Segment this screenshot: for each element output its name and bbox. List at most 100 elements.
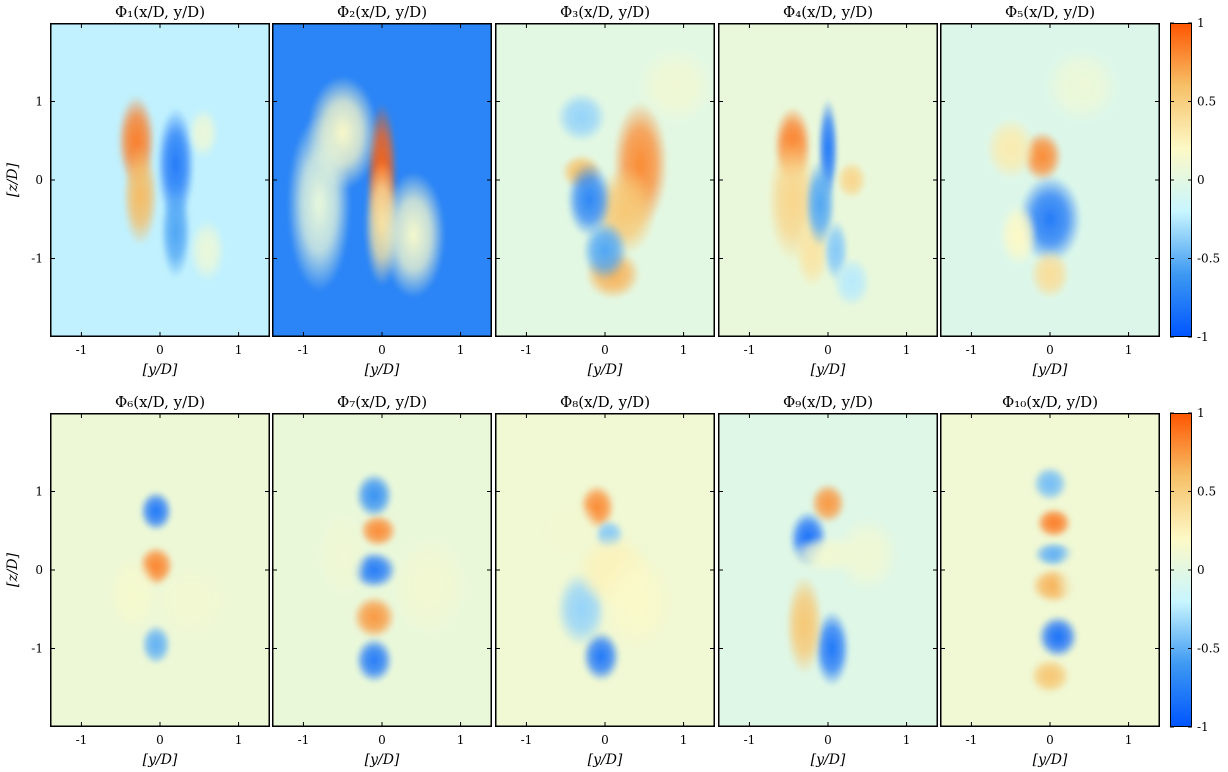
x-tick-label: -1 — [966, 343, 978, 357]
x-tick-label: 0 — [378, 733, 386, 747]
mode-structure — [352, 595, 396, 639]
mode-structure — [189, 219, 225, 283]
panel-title: Φ₁₀(x/D, y/D) — [1002, 393, 1098, 411]
colorbar-tick-label: 0 — [1197, 563, 1205, 577]
colorbar-tick-label: -1 — [1197, 330, 1209, 344]
mode-structure — [582, 220, 628, 281]
mode-structure — [382, 172, 445, 298]
mode-structure — [1029, 249, 1071, 300]
x-axis-label: [y/D] — [143, 362, 178, 378]
y-tick-label: -1 — [31, 642, 43, 656]
panel-title: Φ₄(x/D, y/D) — [783, 3, 873, 21]
mode-structure — [582, 631, 620, 682]
mode-structure — [638, 48, 714, 124]
y-tick-label: 1 — [35, 95, 43, 109]
x-tick-label: -1 — [76, 733, 88, 747]
panel-title: Φ₇(x/D, y/D) — [337, 393, 427, 411]
x-tick-label: -1 — [76, 343, 88, 357]
mode-structure — [835, 516, 899, 592]
heatmap-panel-5: Φ₅(x/D, y/D) -1 0 1 [y/D] — [940, 3, 1160, 378]
mode-structure — [391, 535, 467, 636]
mode-structure — [355, 637, 393, 683]
mode-structure — [832, 256, 871, 308]
mode-structure — [598, 551, 675, 652]
mode-structure — [122, 145, 158, 246]
colorbar-tick-label: 1 — [1197, 16, 1205, 30]
x-tick-label: 1 — [903, 343, 911, 357]
x-tick-label: 1 — [680, 733, 688, 747]
panel-title: Φ₃(x/D, y/D) — [560, 3, 650, 21]
colorbar-tick-label: -0.5 — [1197, 642, 1220, 656]
mode-structure — [1043, 48, 1120, 124]
x-tick-label: 0 — [1046, 733, 1054, 747]
x-axis-label: [y/D] — [1033, 362, 1068, 378]
mode-structure — [287, 115, 351, 292]
panel-title: Φ₂(x/D, y/D) — [337, 3, 427, 21]
x-tick-label: -1 — [298, 733, 310, 747]
y-axis-label: [z/D] — [5, 552, 21, 587]
colorbar-tick-label: -0.5 — [1197, 252, 1220, 266]
x-axis-label: [y/D] — [588, 752, 623, 768]
mode-structure — [355, 472, 393, 519]
heatmap-panel-8: Φ₈(x/D, y/D) -1 0 1 [y/D] — [495, 393, 715, 768]
x-axis-label: [y/D] — [1033, 752, 1068, 768]
x-tick-label: 1 — [680, 343, 688, 357]
x-tick-label: -1 — [521, 343, 533, 357]
x-tick-label: 0 — [601, 343, 609, 357]
heatmap-panel-2: Φ₂(x/D, y/D) -1 0 1 [y/D] — [272, 3, 492, 378]
x-tick-label: 0 — [1046, 343, 1054, 357]
x-tick-label: 1 — [457, 733, 465, 747]
mode-structure — [153, 563, 230, 640]
colorbar-tick-label: 0.5 — [1197, 95, 1216, 109]
mode-structure — [1029, 658, 1071, 694]
panel-title: Φ₉(x/D, y/D) — [783, 393, 873, 411]
x-axis-label: [y/D] — [588, 362, 623, 378]
mode-structure — [999, 203, 1038, 267]
x-tick-label: 1 — [1125, 733, 1133, 747]
x-tick-label: 1 — [235, 733, 243, 747]
mode-structure — [1053, 533, 1117, 622]
mode-structure — [566, 161, 612, 238]
panel-title: Φ₅(x/D, y/D) — [1005, 3, 1095, 21]
heatmap-panel-10: Φ₁₀(x/D, y/D) -1 0 1 [y/D] — [940, 393, 1160, 768]
panel-title: Φ₈(x/D, y/D) — [560, 393, 650, 411]
y-tick-label: 0 — [35, 563, 43, 577]
mode-structure — [160, 183, 191, 279]
heatmap-panel-3: Φ₃(x/D, y/D) -1 0 1 [y/D] — [495, 3, 715, 378]
mode-structure — [359, 514, 397, 548]
mode-structure — [156, 107, 195, 221]
y-tick-label: -1 — [31, 252, 43, 266]
heatmap-panel-7: Φ₇(x/D, y/D) -1 0 1 [y/D] — [272, 393, 492, 768]
x-tick-label: 0 — [156, 733, 164, 747]
x-tick-label: -1 — [744, 733, 756, 747]
heatmap-panel-4: Φ₄(x/D, y/D) -1 0 1 [y/D] — [718, 3, 938, 378]
mode-structure — [810, 483, 846, 524]
x-axis-label: [y/D] — [811, 362, 846, 378]
colorbar-gradient — [1170, 23, 1192, 337]
x-axis-label: [y/D] — [365, 752, 400, 768]
mode-structure — [985, 117, 1036, 180]
heatmap-panel-9: Φ₉(x/D, y/D) -1 0 1 [y/D] — [718, 393, 938, 768]
x-tick-label: 0 — [601, 733, 609, 747]
mode-structure — [1037, 615, 1078, 659]
x-tick-label: 1 — [1125, 343, 1133, 357]
x-tick-label: 1 — [235, 343, 243, 357]
mode-structure — [805, 159, 836, 248]
mode-structure — [139, 491, 173, 532]
mode-structure — [538, 499, 602, 563]
colorbar-tick-label: 1 — [1197, 406, 1205, 420]
mode-structure — [1032, 466, 1068, 502]
x-tick-label: -1 — [744, 343, 756, 357]
mode-structure — [107, 555, 158, 632]
y-axis-label: [z/D] — [5, 162, 21, 197]
mode-structure — [1036, 507, 1072, 538]
mode-structure — [556, 92, 607, 143]
mode-structure — [785, 574, 824, 676]
panel-title: Φ₆(x/D, y/D) — [115, 393, 205, 411]
colorbar-1: 1 0.5 0 -0.5 -1 — [1170, 16, 1220, 344]
colorbar-tick-label: 0 — [1197, 173, 1205, 187]
x-tick-label: 1 — [457, 343, 465, 357]
x-tick-label: -1 — [298, 343, 310, 357]
panel-title: Φ₁(x/D, y/D) — [115, 3, 205, 21]
